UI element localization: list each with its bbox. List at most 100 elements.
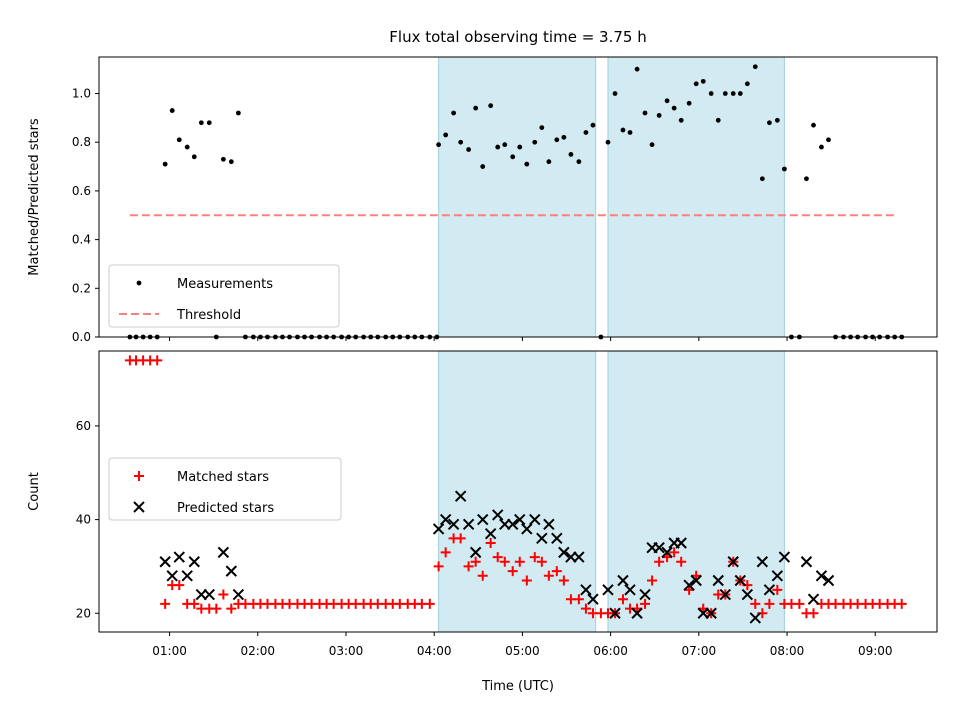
y-tick-label-1-5: 0.8 xyxy=(72,135,91,149)
data-point-1-1-67 xyxy=(605,139,611,145)
series-predicted-stars xyxy=(159,490,835,624)
x-tick-label-8: 08:00 xyxy=(770,644,805,658)
data-point-2-1-58 xyxy=(543,570,554,581)
data-point-1-1-47 xyxy=(458,139,464,145)
data-point-2-2-53 xyxy=(749,612,761,624)
data-point-2-2-13 xyxy=(447,518,460,530)
data-point-1-1-81 xyxy=(708,91,714,96)
legend-swatch-2-2 xyxy=(133,501,145,513)
data-point-2-1-106 xyxy=(896,598,907,609)
y-tick-label-1-3: 0.4 xyxy=(72,233,91,247)
legend-marker-2-1 xyxy=(134,471,144,481)
data-point-1-1-48 xyxy=(466,147,472,152)
x-tick-label-1: 01:00 xyxy=(152,644,187,658)
legend-marker-2-2 xyxy=(133,501,145,513)
data-point-1-1-87 xyxy=(752,64,758,70)
data-point-2-2-58 xyxy=(800,556,813,568)
y-tick-label-2-3: 60 xyxy=(76,419,91,433)
data-point-2-1-8 xyxy=(174,580,185,591)
data-point-2-1-55 xyxy=(521,575,532,586)
data-point-1-1-46 xyxy=(451,110,457,116)
data-point-2-2-44 xyxy=(683,579,695,591)
data-point-2-1-56 xyxy=(529,552,540,563)
data-point-2-2-48 xyxy=(712,574,724,587)
data-point-2-1-76 xyxy=(676,556,687,567)
data-point-2-1-89 xyxy=(772,584,783,595)
data-point-1-1-96 xyxy=(819,144,824,150)
data-point-1-1-82 xyxy=(715,117,721,123)
data-point-2-1-51 xyxy=(492,552,503,563)
data-point-2-1-50 xyxy=(485,538,496,549)
data-point-2-1-5 xyxy=(152,355,163,366)
data-point-1-1-8 xyxy=(176,137,182,143)
y-axis-label-2: Count xyxy=(27,472,42,511)
data-point-2-2-60 xyxy=(815,570,828,582)
data-point-2-1-62 xyxy=(573,594,584,605)
data-point-2-1-42 xyxy=(424,598,435,609)
legend-label-1-1: Measurements xyxy=(177,277,273,292)
data-point-1-1-61 xyxy=(561,134,567,140)
series-measurements xyxy=(127,64,905,340)
data-point-2-1-53 xyxy=(507,566,518,577)
data-point-2-2-17 xyxy=(477,513,489,526)
data-point-1-1-53 xyxy=(502,142,508,148)
data-point-2-2-11 xyxy=(432,523,445,535)
data-point-1-1-80 xyxy=(700,78,706,84)
data-point-1-1-84 xyxy=(730,91,736,96)
data-point-2-2-33 xyxy=(602,584,614,596)
data-point-1-1-52 xyxy=(495,144,501,150)
data-point-2-2-61 xyxy=(822,574,835,587)
data-point-2-1-86 xyxy=(750,598,761,609)
data-point-2-1-44 xyxy=(440,547,451,558)
x-tick-label-6: 06:00 xyxy=(593,644,628,658)
data-point-2-2-38 xyxy=(639,588,651,601)
data-point-1-1-50 xyxy=(480,164,486,169)
legend-box-1 xyxy=(108,264,340,328)
data-point-2-1-88 xyxy=(764,598,775,609)
data-point-2-1-68 xyxy=(617,594,628,605)
data-points xyxy=(124,64,907,624)
y-tick-label-2-2: 40 xyxy=(76,513,91,527)
data-point-1-1-71 xyxy=(634,66,640,72)
series-matched-stars xyxy=(124,355,907,619)
data-point-1-1-90 xyxy=(774,117,780,123)
x-tick-label-7: 07:00 xyxy=(682,644,717,658)
data-point-1-1-65 xyxy=(590,122,596,128)
data-point-2-1-94 xyxy=(808,608,819,619)
data-point-1-1-76 xyxy=(671,105,677,111)
data-point-2-2-19 xyxy=(492,509,504,521)
data-point-2-2-57 xyxy=(778,551,791,563)
axes: 0.0 0.2 0.4 0.6 0.8 1.0 Matched/Predicted star… xyxy=(27,56,938,658)
data-point-2-1-54 xyxy=(514,556,525,567)
data-point-1-1-7 xyxy=(169,108,175,113)
data-point-2-2-7 xyxy=(203,588,215,601)
data-point-2-2-12 xyxy=(439,513,452,526)
data-point-2-1-15 xyxy=(226,603,237,614)
data-point-1-1-63 xyxy=(576,159,582,165)
data-point-2-1-14 xyxy=(218,589,229,600)
data-point-1-1-58 xyxy=(539,125,545,131)
data-point-2-2-31 xyxy=(580,584,592,596)
data-point-2-1-71 xyxy=(640,598,651,609)
data-point-2-1-75 xyxy=(669,547,680,558)
y-tick-label-1-1: 0.0 xyxy=(72,330,91,344)
y-axis-label-1: Matched/Predicted stars xyxy=(27,118,42,276)
data-point-1-1-79 xyxy=(693,81,699,87)
data-point-2-1-10 xyxy=(189,598,200,609)
data-point-1-1-55 xyxy=(517,144,523,150)
plot-frame-2 xyxy=(98,350,938,633)
legend-label-2-2: Predicted stars xyxy=(177,501,274,516)
shaded-interval-1-2 xyxy=(607,56,785,338)
data-point-2-1-59 xyxy=(551,566,562,577)
data-point-1-1-85 xyxy=(737,91,743,96)
data-point-2-2-25 xyxy=(536,532,548,545)
y-tick-label-1-6: 1.0 xyxy=(72,87,91,101)
data-point-1-1-75 xyxy=(664,98,670,104)
data-point-1-1-56 xyxy=(524,161,530,167)
data-point-1-1-60 xyxy=(554,137,560,143)
data-point-2-2-55 xyxy=(763,584,776,596)
data-point-2-2-27 xyxy=(551,532,563,545)
x-tick-label-9: 09:00 xyxy=(858,644,893,658)
data-point-2-2-22 xyxy=(514,513,526,526)
